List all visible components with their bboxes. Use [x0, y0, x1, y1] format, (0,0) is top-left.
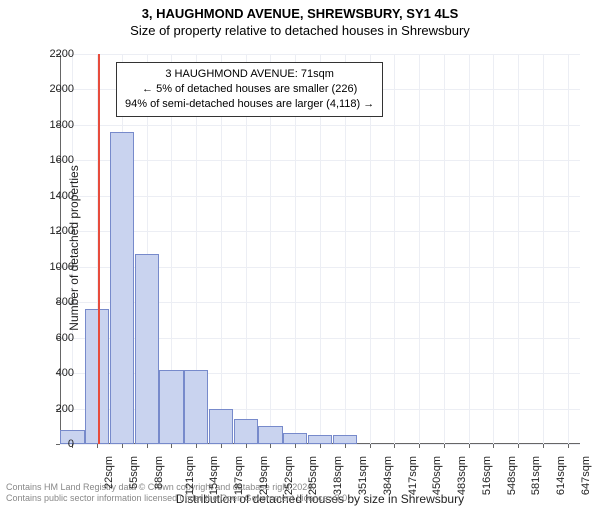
- y-axis-title: Number of detached properties: [67, 98, 81, 398]
- x-tick-label: 187sqm: [233, 456, 245, 495]
- x-tick-mark: [171, 444, 172, 448]
- x-tick-label: 154sqm: [209, 456, 221, 495]
- histogram-bar: [209, 409, 233, 444]
- footer-line1: Contains HM Land Registry data © Crown c…: [6, 482, 350, 493]
- page-title: 3, HAUGHMOND AVENUE, SHREWSBURY, SY1 4LS: [0, 6, 600, 21]
- x-tick-mark: [295, 444, 296, 448]
- y-tick-label: 0: [34, 438, 74, 450]
- y-tick-label: 1600: [34, 154, 74, 166]
- y-axis-line: [60, 54, 61, 444]
- gridline-v: [469, 54, 470, 444]
- footer-attribution: Contains HM Land Registry data © Crown c…: [6, 482, 350, 504]
- y-tick-label: 1800: [34, 119, 74, 131]
- x-tick-label: 318sqm: [332, 456, 344, 495]
- x-tick-label: 450sqm: [431, 456, 443, 495]
- y-tick-label: 600: [34, 332, 74, 344]
- x-tick-label: 22sqm: [103, 456, 115, 489]
- histogram-bar: [283, 433, 307, 444]
- x-tick-mark: [246, 444, 247, 448]
- x-tick-mark: [221, 444, 222, 448]
- y-tick-label: 800: [34, 296, 74, 308]
- info-box: 3 HAUGHMOND AVENUE: 71sqm← 5% of detache…: [116, 62, 383, 117]
- histogram-bar: [184, 370, 208, 444]
- info-box-line3: 94% of semi-detached houses are larger (…: [125, 97, 374, 112]
- x-tick-mark: [270, 444, 271, 448]
- gridline-v: [568, 54, 569, 444]
- y-tick-label: 1200: [34, 225, 74, 237]
- info-box-line1: 3 HAUGHMOND AVENUE: 71sqm: [125, 67, 374, 82]
- x-tick-mark: [419, 444, 420, 448]
- x-tick-label: 285sqm: [308, 456, 320, 495]
- y-tick-label: 1400: [34, 190, 74, 202]
- y-tick-label: 2000: [34, 83, 74, 95]
- x-tick-label: 516sqm: [481, 456, 493, 495]
- x-tick-label: 219sqm: [258, 456, 270, 495]
- y-tick-label: 200: [34, 403, 74, 415]
- x-tick-mark: [543, 444, 544, 448]
- histogram-bar: [333, 435, 357, 444]
- marker-line: [98, 54, 100, 444]
- page-subtitle: Size of property relative to detached ho…: [0, 23, 600, 38]
- x-tick-label: 647sqm: [580, 456, 592, 495]
- x-tick-mark: [444, 444, 445, 448]
- histogram-bar: [308, 435, 332, 444]
- x-tick-label: 252sqm: [283, 456, 295, 495]
- histogram-bar: [110, 132, 134, 444]
- x-tick-mark: [493, 444, 494, 448]
- gridline-v: [543, 54, 544, 444]
- histogram-bar: [135, 254, 159, 444]
- histogram-bar: [258, 426, 282, 444]
- x-tick-label: 384sqm: [382, 456, 394, 495]
- x-tick-label: 614sqm: [555, 456, 567, 495]
- x-tick-mark: [320, 444, 321, 448]
- x-tick-mark: [196, 444, 197, 448]
- x-tick-label: 581sqm: [530, 456, 542, 495]
- x-tick-mark: [345, 444, 346, 448]
- x-tick-label: 351sqm: [357, 456, 369, 495]
- gridline-v: [518, 54, 519, 444]
- x-tick-mark: [469, 444, 470, 448]
- x-tick-mark: [147, 444, 148, 448]
- gridline-v: [493, 54, 494, 444]
- chart-container: 3 HAUGHMOND AVENUE: 71sqm← 5% of detache…: [60, 54, 580, 444]
- histogram-bar: [159, 370, 183, 444]
- gridline-v: [419, 54, 420, 444]
- x-tick-label: 121sqm: [184, 456, 196, 495]
- x-tick-label: 548sqm: [506, 456, 518, 495]
- histogram-bar: [234, 419, 258, 444]
- y-tick-label: 1000: [34, 261, 74, 273]
- plot-area: 3 HAUGHMOND AVENUE: 71sqm← 5% of detache…: [60, 54, 580, 444]
- x-tick-label: 483sqm: [456, 456, 468, 495]
- x-tick-mark: [97, 444, 98, 448]
- x-tick-label: 417sqm: [407, 456, 419, 495]
- x-tick-mark: [394, 444, 395, 448]
- info-box-line2: ← 5% of detached houses are smaller (226…: [125, 82, 374, 97]
- y-tick-label: 2200: [34, 48, 74, 60]
- y-tick-label: 400: [34, 367, 74, 379]
- x-tick-label: 55sqm: [128, 456, 140, 489]
- x-tick-mark: [568, 444, 569, 448]
- gridline-v: [394, 54, 395, 444]
- gridline-v: [444, 54, 445, 444]
- x-tick-mark: [370, 444, 371, 448]
- x-tick-label: 88sqm: [153, 456, 165, 489]
- footer-line2: Contains public sector information licen…: [6, 493, 350, 504]
- x-tick-mark: [518, 444, 519, 448]
- x-tick-mark: [122, 444, 123, 448]
